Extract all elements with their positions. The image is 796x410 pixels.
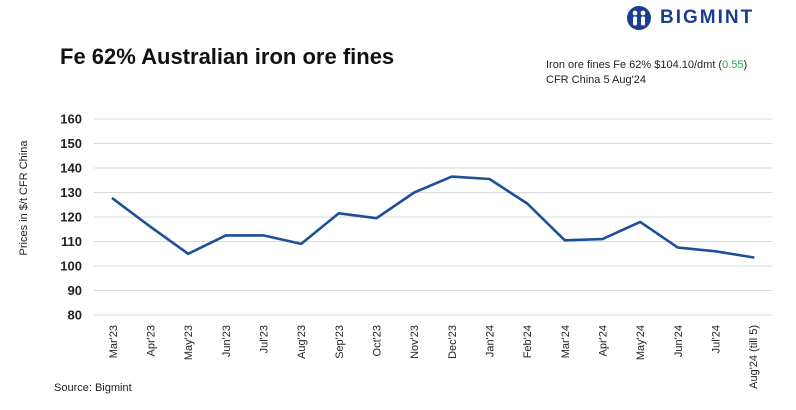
x-tick-label: Jan'24 (485, 325, 497, 357)
x-tick-label: Feb'24 (522, 325, 534, 358)
y-tick-label: 100 (60, 259, 82, 274)
x-tick-label: Oct'23 (372, 325, 384, 356)
y-tick-labels: 80 90 100 110 120 130 140 150 160 (60, 112, 82, 323)
x-tick-label: Aug'23 (296, 325, 308, 359)
x-tick-label: Nov'23 (409, 325, 421, 359)
gridlines (94, 118, 772, 316)
x-tick-label: May'23 (183, 325, 195, 360)
x-tick-label: Jun'24 (673, 325, 685, 357)
x-tick-label: May'24 (635, 325, 647, 360)
y-tick-label: 150 (60, 136, 82, 151)
chart-title: Fe 62% Australian iron ore fines (60, 44, 395, 69)
y-tick-label: 160 (60, 112, 82, 127)
series-line-0 (111, 175, 755, 259)
x-tick-label: Aug'24 (till 5) (748, 325, 760, 389)
brand-name: BIGMINT (660, 7, 755, 28)
y-tick-label: 140 (60, 161, 82, 176)
price-info-line2: CFR China 5 Aug'24 (546, 74, 646, 86)
x-tick-label: Mar'24 (560, 325, 572, 358)
price-info-suffix: ) (743, 59, 748, 71)
price-info-line1: Iron ore fines Fe 62% $104.10/dmt (0.55) (546, 58, 747, 73)
x-tick-label: Jul'23 (259, 325, 271, 353)
x-tick-labels: Mar'23 Apr'23 May'23 Jun'23 Jul'23 Aug'23 Sep'… (108, 325, 760, 389)
x-tick-label: Dec'23 (447, 325, 459, 359)
price-info-prefix: Iron ore fines Fe 62% $104.10/dmt ( (546, 59, 723, 71)
price-change: 0.55 (722, 59, 744, 71)
brand-logo: BIGMINT (626, 5, 754, 31)
bigmint-logo-icon (627, 6, 651, 30)
x-tick-label: Mar'23 (108, 325, 120, 358)
y-tick-label: 90 (68, 283, 82, 298)
y-tick-label: 110 (61, 234, 82, 249)
x-tick-label: Apr'24 (598, 325, 610, 356)
y-tick-label: 130 (60, 185, 82, 200)
x-tick-label: Apr'23 (146, 325, 158, 356)
source-note: Source: Bigmint (54, 382, 132, 394)
x-tick-label: Jul'24 (711, 325, 723, 353)
x-tick-label: Jun'23 (221, 325, 233, 357)
y-tick-label: 80 (68, 308, 82, 323)
price-info: Iron ore fines Fe 62% $104.10/dmt (0.55)… (546, 58, 747, 88)
series-group (111, 175, 755, 259)
y-tick-label: 120 (60, 210, 82, 225)
x-tick-label: Sep'23 (334, 325, 346, 359)
y-axis-label: Prices in $/t CFR China (18, 140, 30, 256)
